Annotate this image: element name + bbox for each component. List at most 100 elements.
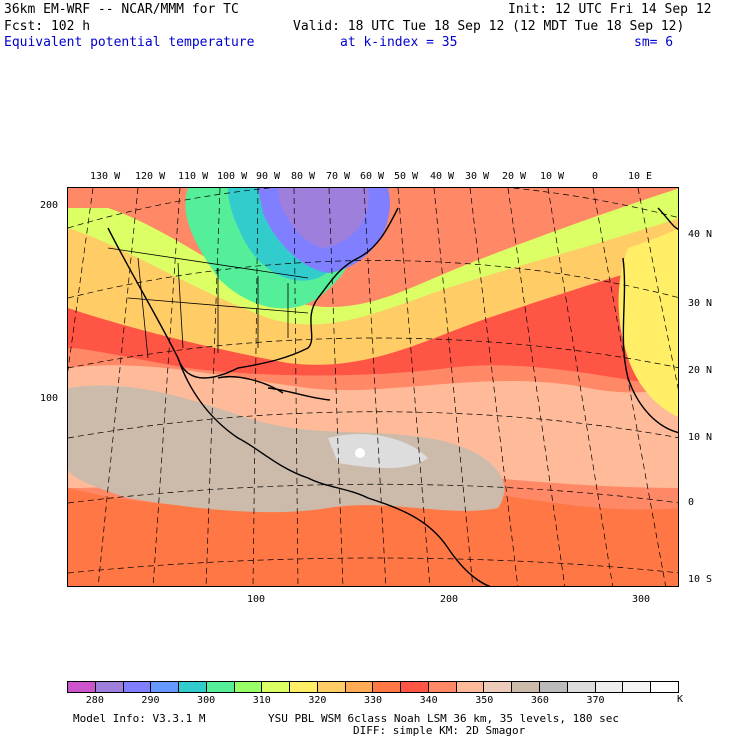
legend-tick-label: 360 xyxy=(530,695,549,706)
valid-time: Valid: 18 UTC Tue 18 Sep 12 (12 MDT Tue … xyxy=(293,19,685,34)
contour-fill-370 xyxy=(328,434,428,468)
contour-fill-320 xyxy=(68,188,678,325)
lon-label: 100 W xyxy=(217,171,248,182)
lon-label: 10 W xyxy=(540,171,565,182)
graticule-lon-60w xyxy=(363,188,387,586)
model-info: Model Info: V3.3.1 M xyxy=(73,712,206,725)
contour-fill-360 xyxy=(68,385,505,513)
coastline-north-america xyxy=(107,227,359,379)
grid-y-label: 100 xyxy=(40,393,59,404)
graticule-lat-20n xyxy=(68,337,678,369)
lon-label: 120 W xyxy=(135,171,166,182)
legend-swatch xyxy=(290,682,318,692)
lat-label: 20 N xyxy=(688,365,713,376)
graticule-lon-70w xyxy=(328,188,344,586)
model-title: 36km EM-WRF -- NCAR/MMM for TC xyxy=(4,2,239,17)
legend-swatch xyxy=(123,682,152,692)
legend-swatch xyxy=(484,682,513,692)
contour-fill-330 xyxy=(68,218,678,365)
graticule-lon-110w xyxy=(152,188,181,586)
contour-fill-340 xyxy=(68,486,678,586)
lat-label: 0 xyxy=(688,497,695,508)
legend-tick-label: 340 xyxy=(419,695,438,706)
graticule-lon-50w xyxy=(397,188,431,586)
color-legend xyxy=(67,681,679,693)
legend-swatch xyxy=(151,682,180,692)
coastline-iberia xyxy=(657,207,678,230)
init-time: Init: 12 UTC Fri 14 Sep 12 xyxy=(508,2,712,17)
graticule-lon-40w xyxy=(433,188,474,586)
border-states-h xyxy=(127,297,309,314)
legend-tick-label: 370 xyxy=(586,695,605,706)
lon-label: 80 W xyxy=(291,171,316,182)
grid-x-label: 100 xyxy=(247,594,266,605)
border-states xyxy=(137,257,289,359)
lon-label: 60 W xyxy=(360,171,385,182)
smoothing-info: sm= 6 xyxy=(634,35,674,50)
lon-label: 20 W xyxy=(502,171,527,182)
lon-label: 40 W xyxy=(430,171,455,182)
legend-swatch xyxy=(428,682,457,692)
legend-unit: K xyxy=(677,694,684,705)
forecast-hour: Fcst: 102 h xyxy=(4,19,91,34)
theta-e-map xyxy=(67,187,679,587)
lon-label: 70 W xyxy=(326,171,351,182)
legend-tick-label: 290 xyxy=(141,695,160,706)
graticule-lat-30n xyxy=(68,260,678,299)
lat-label: 40 N xyxy=(688,229,713,240)
lon-label: 130 W xyxy=(90,171,121,182)
legend-tick-label: 330 xyxy=(363,695,383,706)
legend-tick-label: 300 xyxy=(197,695,216,706)
lon-label: 90 W xyxy=(256,171,281,182)
field-name: Equivalent potential temperature xyxy=(4,35,255,50)
legend-swatch xyxy=(595,682,624,692)
border-us-canada xyxy=(107,247,309,279)
lon-label: 50 W xyxy=(394,171,419,182)
grid-x-label: 200 xyxy=(440,594,459,605)
contour-max xyxy=(355,448,365,458)
legend-swatch xyxy=(373,682,402,692)
legend-swatch xyxy=(179,682,207,692)
legend-swatch xyxy=(95,682,124,692)
level-info: at k-index = 35 xyxy=(340,35,458,50)
legend-swatch xyxy=(68,682,96,692)
physics-info: YSU PBL WSM 6class Noah LSM 36 km, 35 le… xyxy=(268,712,619,725)
lat-label: 30 N xyxy=(688,298,713,309)
graticule xyxy=(68,188,678,586)
legend-swatch xyxy=(345,682,374,692)
legend-swatch xyxy=(512,682,541,692)
legend-swatch xyxy=(623,682,652,692)
legend-swatch xyxy=(234,682,263,692)
diffusion-info: DIFF: simple KM: 2D Smagor xyxy=(353,724,526,737)
coastline-central-south-america xyxy=(177,357,492,586)
graticule-lat-10n xyxy=(68,411,678,439)
legend-tick-label: 310 xyxy=(252,695,271,706)
contour-fill-africa xyxy=(618,228,678,417)
grid-x-label: 300 xyxy=(632,594,651,605)
lat-label: 10 N xyxy=(688,432,713,443)
graticule-lon-90w xyxy=(252,188,259,586)
lon-label: 10 E xyxy=(628,171,653,182)
legend-swatch xyxy=(540,682,568,692)
lat-label: 10 S xyxy=(688,574,713,585)
lon-label: 0 xyxy=(592,171,599,182)
lon-label: 110 W xyxy=(178,171,209,182)
graticule-lon-30w xyxy=(469,188,519,586)
lon-label: 30 W xyxy=(465,171,490,182)
legend-swatch xyxy=(401,682,429,692)
graticule-lon-20w xyxy=(507,188,566,586)
graticule-lon-120w xyxy=(97,188,139,586)
political-borders xyxy=(107,247,309,359)
graticule-lon-100w xyxy=(205,188,221,586)
legend-swatch xyxy=(651,682,678,692)
graticule-lon-0 xyxy=(592,188,666,586)
grid-y-label: 200 xyxy=(40,200,59,211)
coastline-canada-east xyxy=(357,207,399,259)
legend-swatch xyxy=(262,682,291,692)
legend-swatch xyxy=(206,682,235,692)
legend-swatch xyxy=(317,682,346,692)
graticule-lon-10w xyxy=(547,188,614,586)
contour-fill-345 xyxy=(68,258,678,388)
legend-swatch xyxy=(456,682,485,692)
contour-fill-285 xyxy=(278,188,369,248)
